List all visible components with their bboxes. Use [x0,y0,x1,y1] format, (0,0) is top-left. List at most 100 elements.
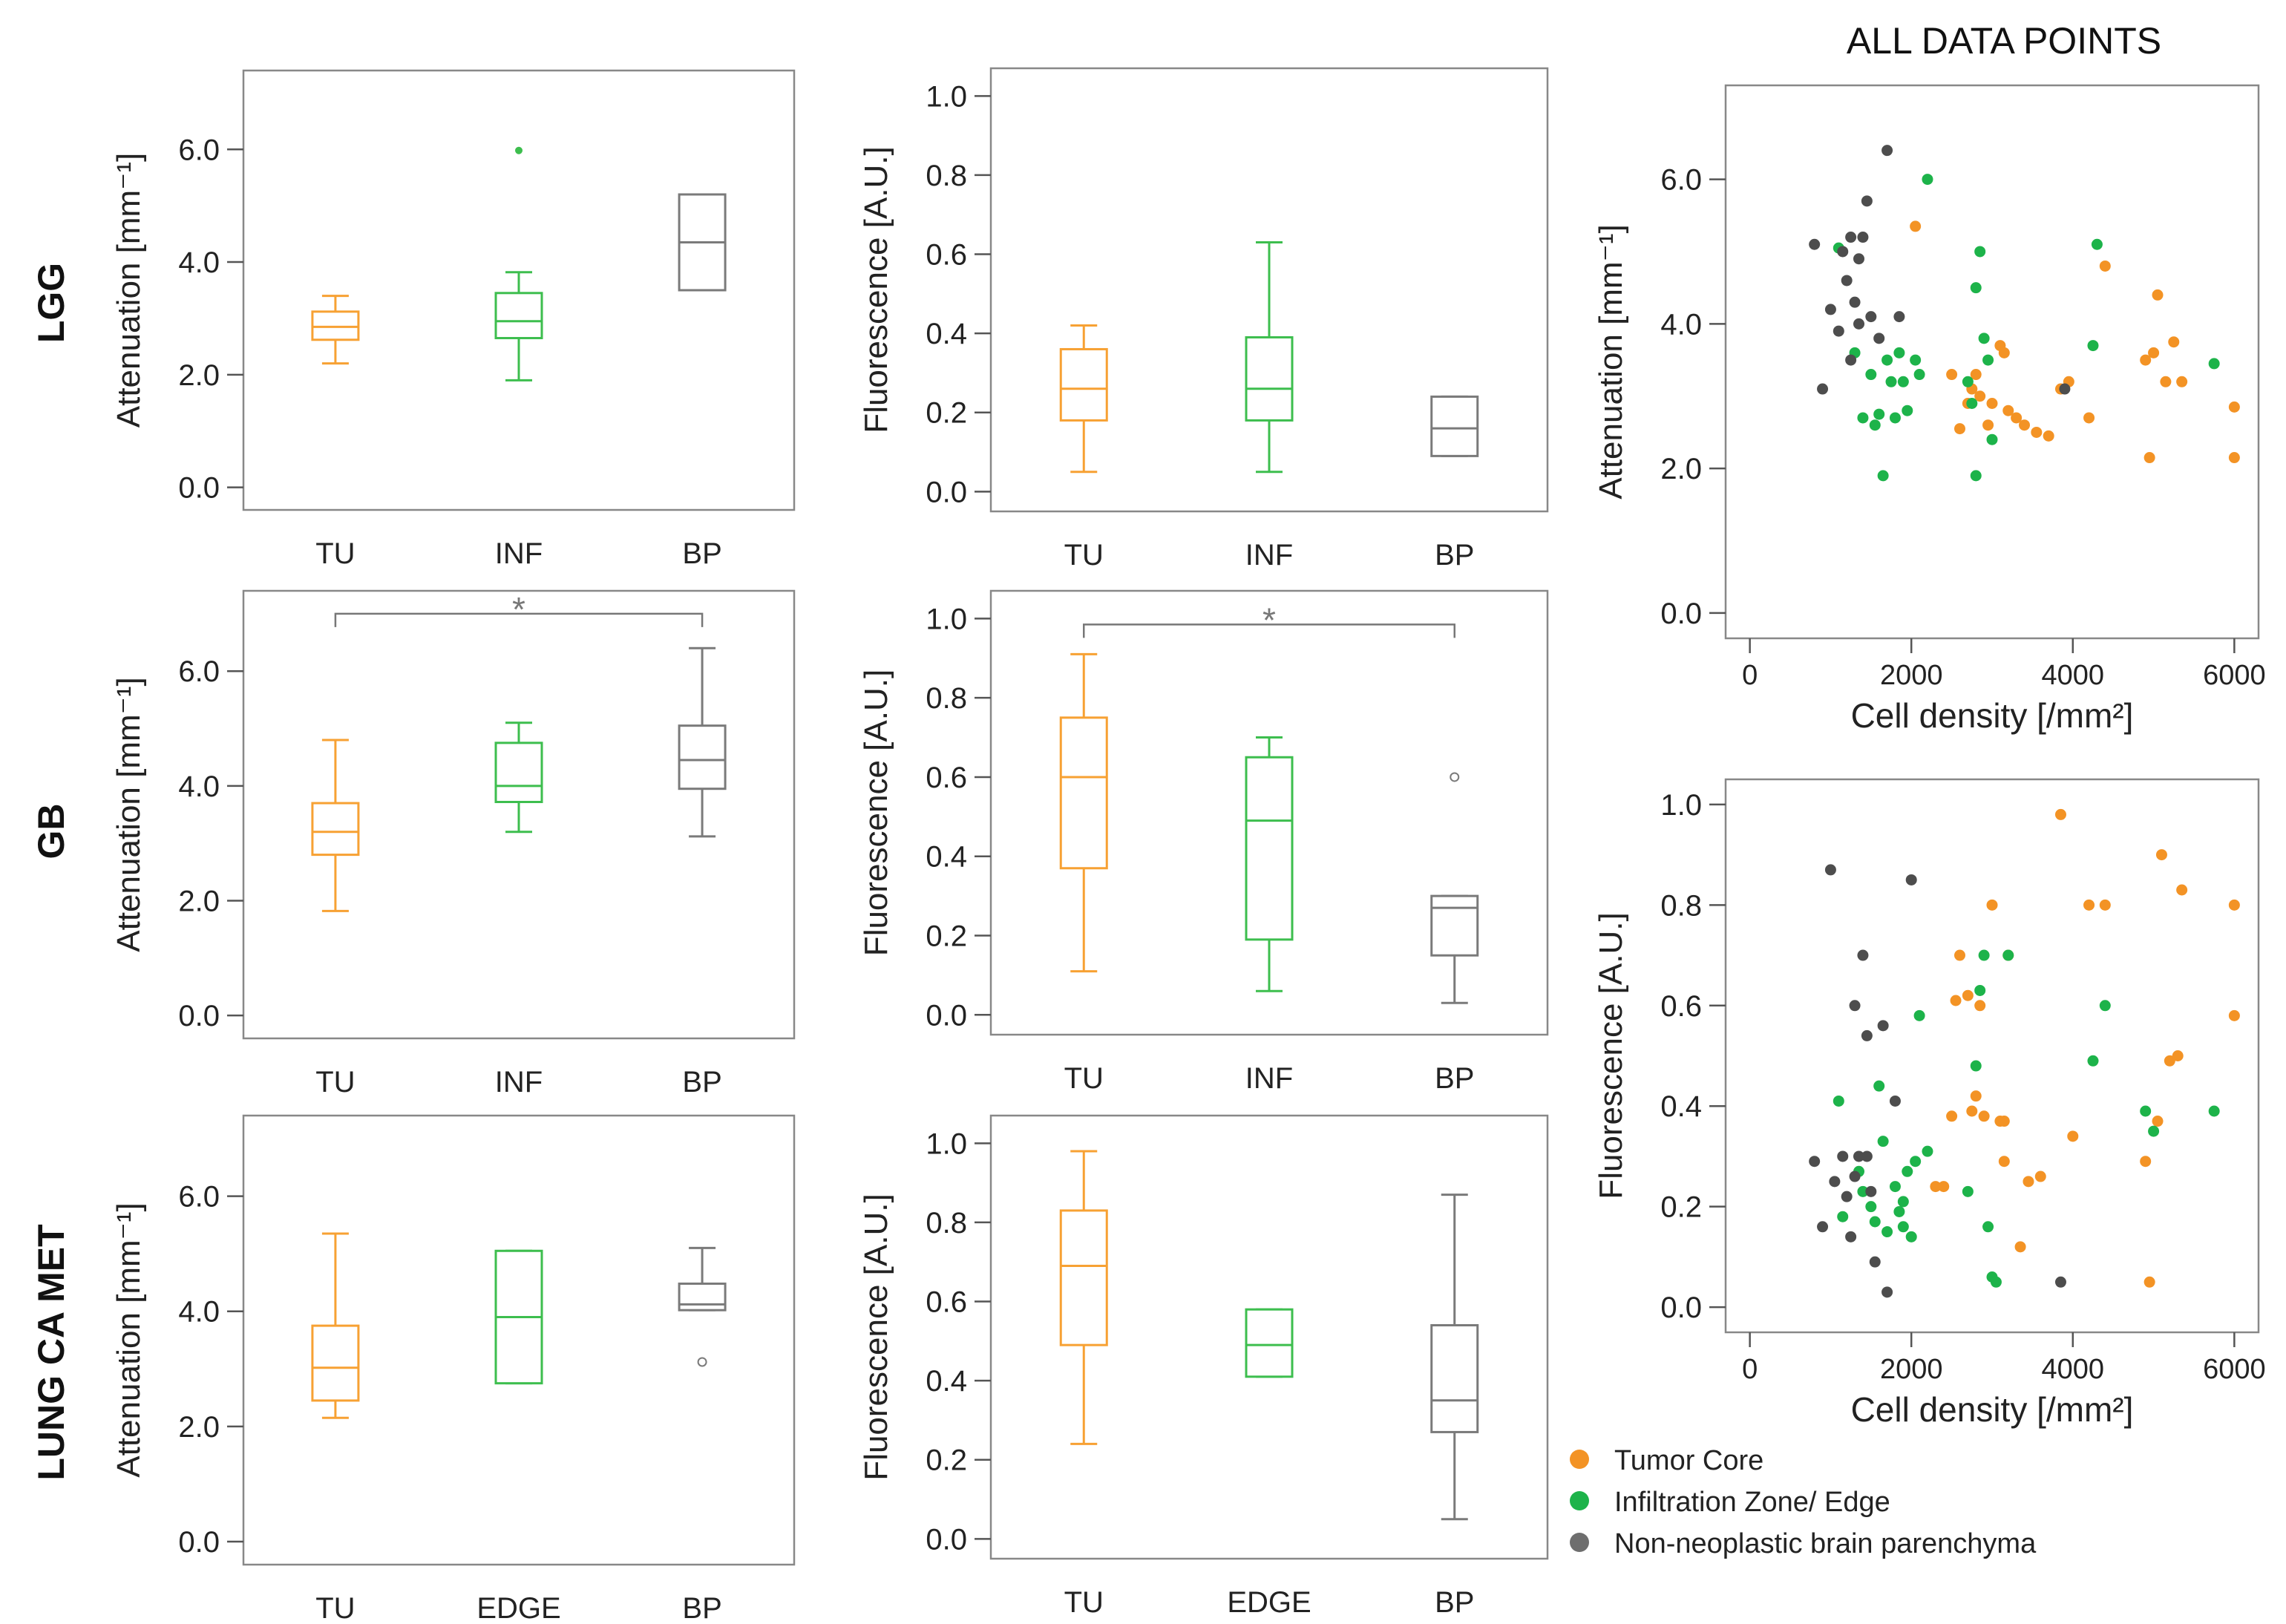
gb-flu-ytick-label: 0.8 [926,682,967,715]
lung-att-ytick-label: 0.0 [178,1526,220,1559]
lgg-att-xtick-label: INF [495,537,543,570]
lgg-flu-ytick-label: 0.8 [926,160,967,192]
scatter-att-ytick-label: 6.0 [1660,164,1702,197]
scatter-point [2031,426,2043,438]
box-iqr [494,292,543,340]
gb-flu-ylabel: Fluorescence [A.U.] [858,669,894,956]
lgg-att-xtick-label: BP [682,537,721,570]
lgg-flu-ylabel: Fluorescence [A.U.] [858,146,894,433]
legend-swatch-infiltration [1570,1491,1589,1510]
scatter-point [2143,1276,2155,1288]
scatter-point [2083,899,2095,911]
lgg-flu-box-tu [1059,324,1108,474]
scatter-point [2023,1176,2034,1188]
scatter-point [1869,1256,1881,1268]
scatter-point [2067,1130,2079,1142]
scatter-point [1853,253,1864,265]
scatter-point [2011,412,2023,424]
legend-label-tumor-core: Tumor Core [1614,1445,1763,1476]
scatter-flu-xtick-label: 2000 [1880,1354,1943,1385]
scatter-point [2140,1105,2152,1117]
gb-flu-chart: 0.0 0.2 0.4 0.6 0.8 1.0 Fluorescence [A.U.] TU I… [858,589,1549,1095]
scatter-point [1817,383,1829,395]
scatter-att-ytick-label: 2.0 [1660,453,1702,485]
scatter-point [1897,1196,1909,1208]
scatter-att-series-0 [1910,220,2240,464]
scatter-point [1889,1181,1901,1193]
box-iqr [1430,1324,1479,1433]
scatter-point [1893,1205,1905,1217]
lgg-flu-ytick-label: 0.4 [926,318,967,350]
gb-att-chart: 0.0 2.0 4.0 6.0 Attenuation [mm⁻¹] TU INF BP * [111,589,796,1099]
scatter-point [1857,949,1869,961]
scatter-att-xtick-label: 2000 [1880,660,1943,691]
scatter-flu-ytick-label: 0.2 [1660,1191,1702,1224]
gb-flu-ytick-label: 0.6 [926,762,967,794]
scatter-point [1978,1110,1990,1122]
lung-flu-ytick-label: 0.4 [926,1365,967,1398]
gb-flu-box-inf [1245,736,1294,992]
lung-att-frame [242,1114,796,1566]
lgg-flu-xtick-label: TU [1064,539,1104,572]
scatter-att-xtick-label: 4000 [2042,660,2105,691]
scatter-point [2152,1116,2164,1127]
scatter-point [1905,874,1917,885]
scatter-att-xtick-label: 6000 [2203,660,2266,691]
lung-att-chart: 0.0 2.0 4.0 6.0 Attenuation [mm⁻¹] TU EDGE BP [111,1114,796,1624]
scatter-flu-chart: 0.0 0.2 0.4 0.6 0.8 1.0 Fluorescence [A.U.] 0 20… [1593,778,2266,1429]
scatter-point [1853,318,1864,330]
scatter-point [1946,1110,1958,1122]
scatter-point [2155,849,2167,861]
legend-swatch-parenchyma [1570,1533,1589,1552]
scatter-point [1922,1145,1933,1157]
scatter-point [1986,433,1998,445]
gb-flu-significance-star: * [1262,600,1276,639]
gb-flu-xtick-label: INF [1245,1062,1293,1095]
scatter-att-series-2 [1809,145,2071,395]
scatter-point [1978,333,1990,344]
gb-att-xtick-label: TU [315,1066,355,1099]
lgg-att-ytick-label: 4.0 [178,246,220,279]
scatter-point [2228,1009,2240,1021]
scatter-point [2087,1055,2099,1067]
lung-att-xtick-label: BP [682,1592,721,1624]
scatter-flu-frame [1724,778,2260,1334]
lgg-att-ytick-label: 0.0 [178,472,220,505]
scatter-flu-xlabel: Cell density [/mm²] [1851,1390,2134,1429]
gb-att-box-inf [494,721,543,834]
row-label-lgg: LGG [30,263,72,343]
row-label-lung-ca-met: LUNG CA MET [30,1224,72,1480]
scatter-point [1910,1156,1922,1168]
outlier-point [697,1357,707,1367]
box-iqr [1245,335,1294,422]
gb-att-ytick-label: 2.0 [178,885,220,917]
lgg-flu-xtick-label: BP [1435,539,1474,572]
scatter-point [1873,333,1885,344]
scatter-point [1982,1221,1994,1233]
lung-att-xtick-label: EDGE [476,1592,560,1624]
scatter-point [1833,325,1844,337]
scatter-point [1962,989,1974,1001]
scatter-point [1865,1201,1877,1213]
lung-flu-xtick-label: EDGE [1227,1586,1311,1619]
scatter-point [1861,195,1873,207]
gb-flu-significance-bracket [1083,623,1455,638]
scatter-point [1902,1165,1913,1177]
box-iqr [311,1324,360,1402]
scatter-point [2014,1241,2026,1253]
scatter-point [1877,1020,1889,1032]
scatter-flu-xtick-label: 0 [1742,1354,1758,1385]
scatter-point [1986,397,1998,409]
gb-att-box-tu [311,739,360,912]
scatter-point [1865,369,1877,381]
scatter-point [1974,1000,1986,1012]
lung-flu-xtick-label: TU [1064,1586,1104,1619]
scatter-point [1905,1231,1917,1242]
scatter-point [1877,470,1889,482]
scatter-flu-ytick-label: 0.0 [1660,1291,1702,1324]
scatter-point [2208,1105,2220,1117]
legend-label-parenchyma: Non-neoplastic brain parenchyma [1614,1528,2037,1559]
scatter-point [2099,1000,2111,1012]
gb-att-box-bp [678,646,727,838]
